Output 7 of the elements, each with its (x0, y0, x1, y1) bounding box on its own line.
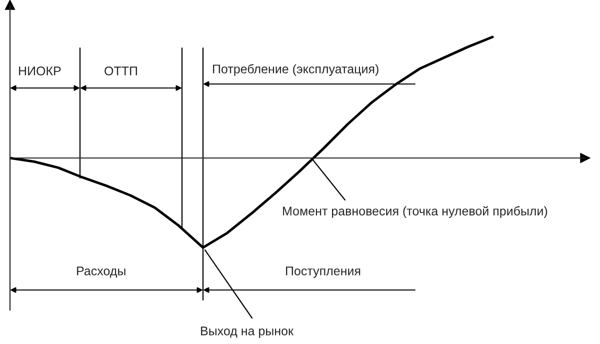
annotation: ОТТП (104, 66, 137, 76)
text: Выход на рынок (201, 326, 294, 338)
text: Поступления (286, 266, 360, 278)
annotation: НИОКР (19, 66, 61, 76)
annotation: Момент равновесия (точка нулевой прибыли) (283, 206, 548, 218)
annotation: Потребление (эксплуатация) (213, 64, 378, 76)
text: Расходы (77, 266, 126, 278)
